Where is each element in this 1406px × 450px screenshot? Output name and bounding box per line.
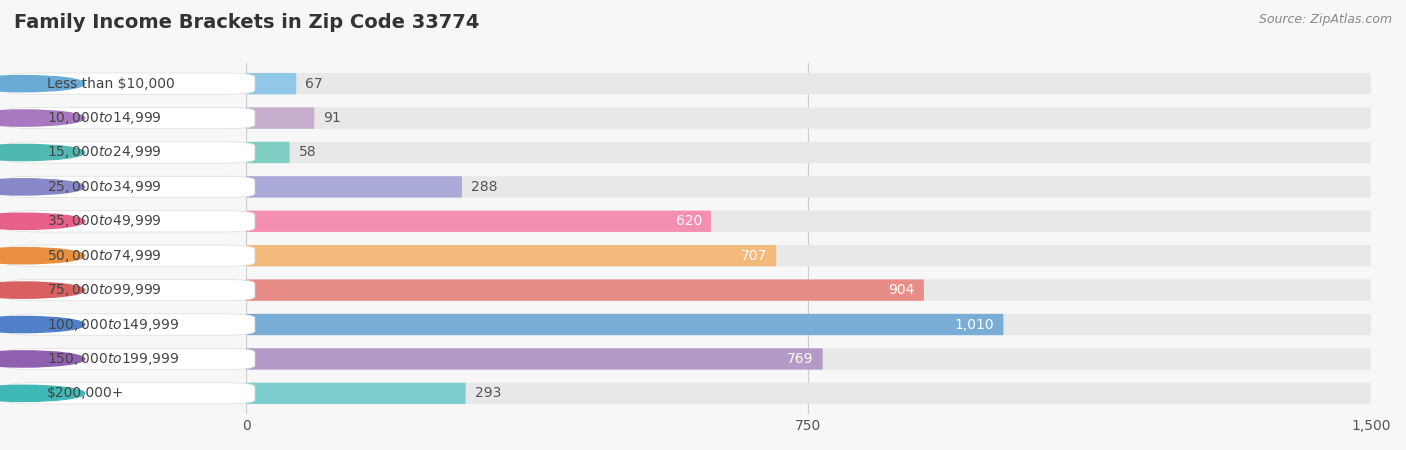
Text: $100,000 to $149,999: $100,000 to $149,999 (46, 316, 179, 333)
FancyBboxPatch shape (6, 245, 254, 266)
FancyBboxPatch shape (6, 211, 254, 232)
FancyBboxPatch shape (246, 176, 1371, 198)
FancyBboxPatch shape (6, 142, 254, 163)
Text: 67: 67 (305, 76, 323, 90)
FancyBboxPatch shape (246, 279, 924, 301)
Circle shape (0, 385, 84, 401)
FancyBboxPatch shape (246, 348, 1371, 369)
Text: 769: 769 (787, 352, 814, 366)
Circle shape (0, 248, 84, 264)
FancyBboxPatch shape (246, 279, 1371, 301)
FancyBboxPatch shape (6, 73, 254, 94)
FancyBboxPatch shape (246, 314, 1004, 335)
Text: $15,000 to $24,999: $15,000 to $24,999 (46, 144, 162, 161)
Text: 1,010: 1,010 (955, 318, 994, 332)
FancyBboxPatch shape (246, 382, 1371, 404)
Text: 288: 288 (471, 180, 498, 194)
FancyBboxPatch shape (246, 176, 463, 198)
Circle shape (0, 282, 84, 298)
FancyBboxPatch shape (6, 314, 254, 335)
Text: $150,000 to $199,999: $150,000 to $199,999 (46, 351, 179, 367)
FancyBboxPatch shape (246, 73, 297, 94)
FancyBboxPatch shape (246, 108, 1371, 129)
Text: 58: 58 (298, 145, 316, 159)
FancyBboxPatch shape (246, 245, 1371, 266)
FancyBboxPatch shape (246, 211, 711, 232)
Text: 707: 707 (741, 249, 768, 263)
Circle shape (0, 213, 84, 230)
Circle shape (0, 179, 84, 195)
FancyBboxPatch shape (246, 211, 1371, 232)
Text: Source: ZipAtlas.com: Source: ZipAtlas.com (1258, 14, 1392, 27)
Text: Less than $10,000: Less than $10,000 (46, 76, 174, 90)
FancyBboxPatch shape (6, 176, 254, 198)
FancyBboxPatch shape (246, 108, 315, 129)
FancyBboxPatch shape (246, 142, 1371, 163)
Text: 293: 293 (475, 387, 501, 400)
FancyBboxPatch shape (6, 382, 254, 404)
FancyBboxPatch shape (6, 279, 254, 301)
FancyBboxPatch shape (246, 382, 465, 404)
Text: Family Income Brackets in Zip Code 33774: Family Income Brackets in Zip Code 33774 (14, 14, 479, 32)
FancyBboxPatch shape (246, 73, 1371, 94)
Text: $50,000 to $74,999: $50,000 to $74,999 (46, 248, 162, 264)
FancyBboxPatch shape (246, 245, 776, 266)
Circle shape (0, 351, 84, 367)
Text: $25,000 to $34,999: $25,000 to $34,999 (46, 179, 162, 195)
Text: 620: 620 (676, 214, 702, 228)
Circle shape (0, 110, 84, 126)
FancyBboxPatch shape (6, 348, 254, 369)
FancyBboxPatch shape (246, 314, 1371, 335)
Text: 904: 904 (889, 283, 915, 297)
Text: $35,000 to $49,999: $35,000 to $49,999 (46, 213, 162, 230)
Text: $75,000 to $99,999: $75,000 to $99,999 (46, 282, 162, 298)
Circle shape (0, 316, 84, 333)
FancyBboxPatch shape (246, 142, 290, 163)
Text: $200,000+: $200,000+ (46, 387, 124, 400)
Text: 91: 91 (323, 111, 342, 125)
Circle shape (0, 76, 84, 92)
FancyBboxPatch shape (6, 108, 254, 129)
FancyBboxPatch shape (246, 348, 823, 369)
Circle shape (0, 144, 84, 161)
Text: $10,000 to $14,999: $10,000 to $14,999 (46, 110, 162, 126)
